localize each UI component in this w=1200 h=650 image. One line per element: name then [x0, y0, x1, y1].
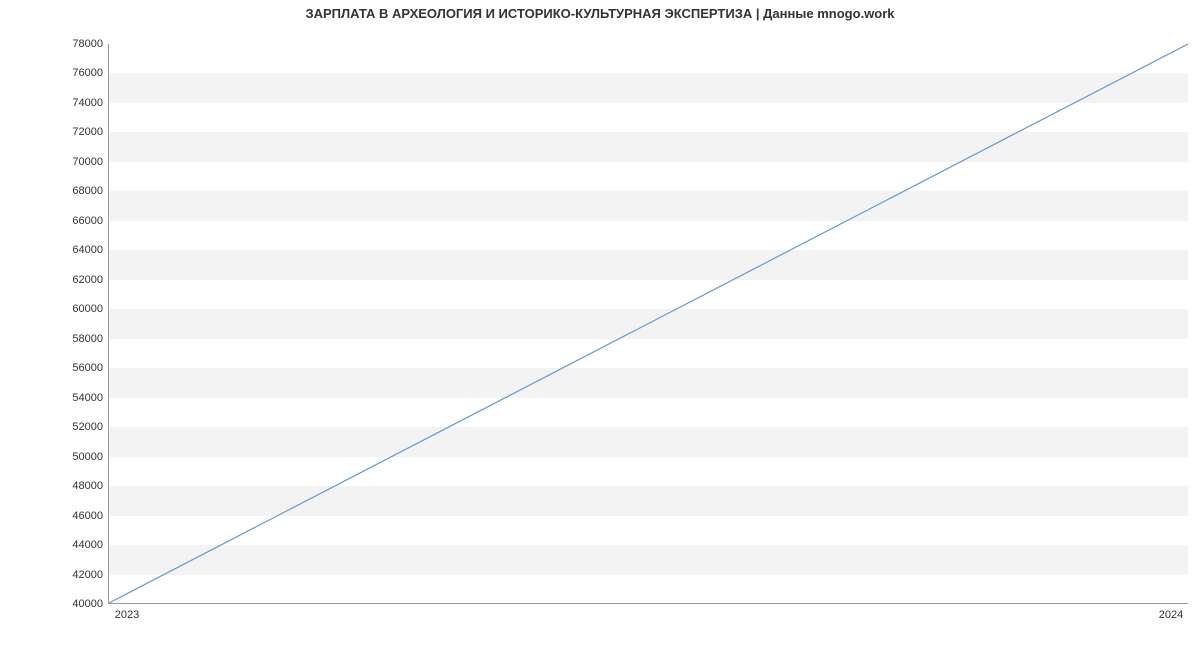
y-tick-label: 46000	[72, 510, 103, 522]
y-tick-label: 50000	[72, 451, 103, 463]
y-tick-label: 74000	[72, 97, 103, 109]
salary-line-chart: ЗАРПЛАТА В АРХЕОЛОГИЯ И ИСТОРИКО-КУЛЬТУР…	[0, 0, 1200, 650]
y-tick-label: 56000	[72, 362, 103, 374]
y-tick-label: 66000	[72, 215, 103, 227]
y-tick-label: 42000	[72, 569, 103, 581]
y-tick-label: 58000	[72, 333, 103, 345]
y-tick-label: 76000	[72, 67, 103, 79]
line-series-svg	[109, 44, 1188, 603]
y-tick-label: 62000	[72, 274, 103, 286]
y-tick-label: 64000	[72, 244, 103, 256]
x-tick-label: 2024	[1159, 609, 1183, 621]
y-tick-label: 72000	[72, 126, 103, 138]
y-tick-label: 40000	[72, 598, 103, 610]
y-tick-label: 70000	[72, 156, 103, 168]
x-tick-label: 2023	[115, 609, 139, 621]
chart-title: ЗАРПЛАТА В АРХЕОЛОГИЯ И ИСТОРИКО-КУЛЬТУР…	[0, 6, 1200, 21]
y-tick-label: 44000	[72, 539, 103, 551]
y-tick-label: 48000	[72, 480, 103, 492]
series-line-salary	[109, 44, 1188, 603]
y-tick-label: 54000	[72, 392, 103, 404]
y-tick-label: 68000	[72, 185, 103, 197]
y-tick-label: 60000	[72, 303, 103, 315]
y-tick-label: 78000	[72, 38, 103, 50]
y-tick-label: 52000	[72, 421, 103, 433]
plot-area: 4000042000440004600048000500005200054000…	[108, 44, 1188, 604]
